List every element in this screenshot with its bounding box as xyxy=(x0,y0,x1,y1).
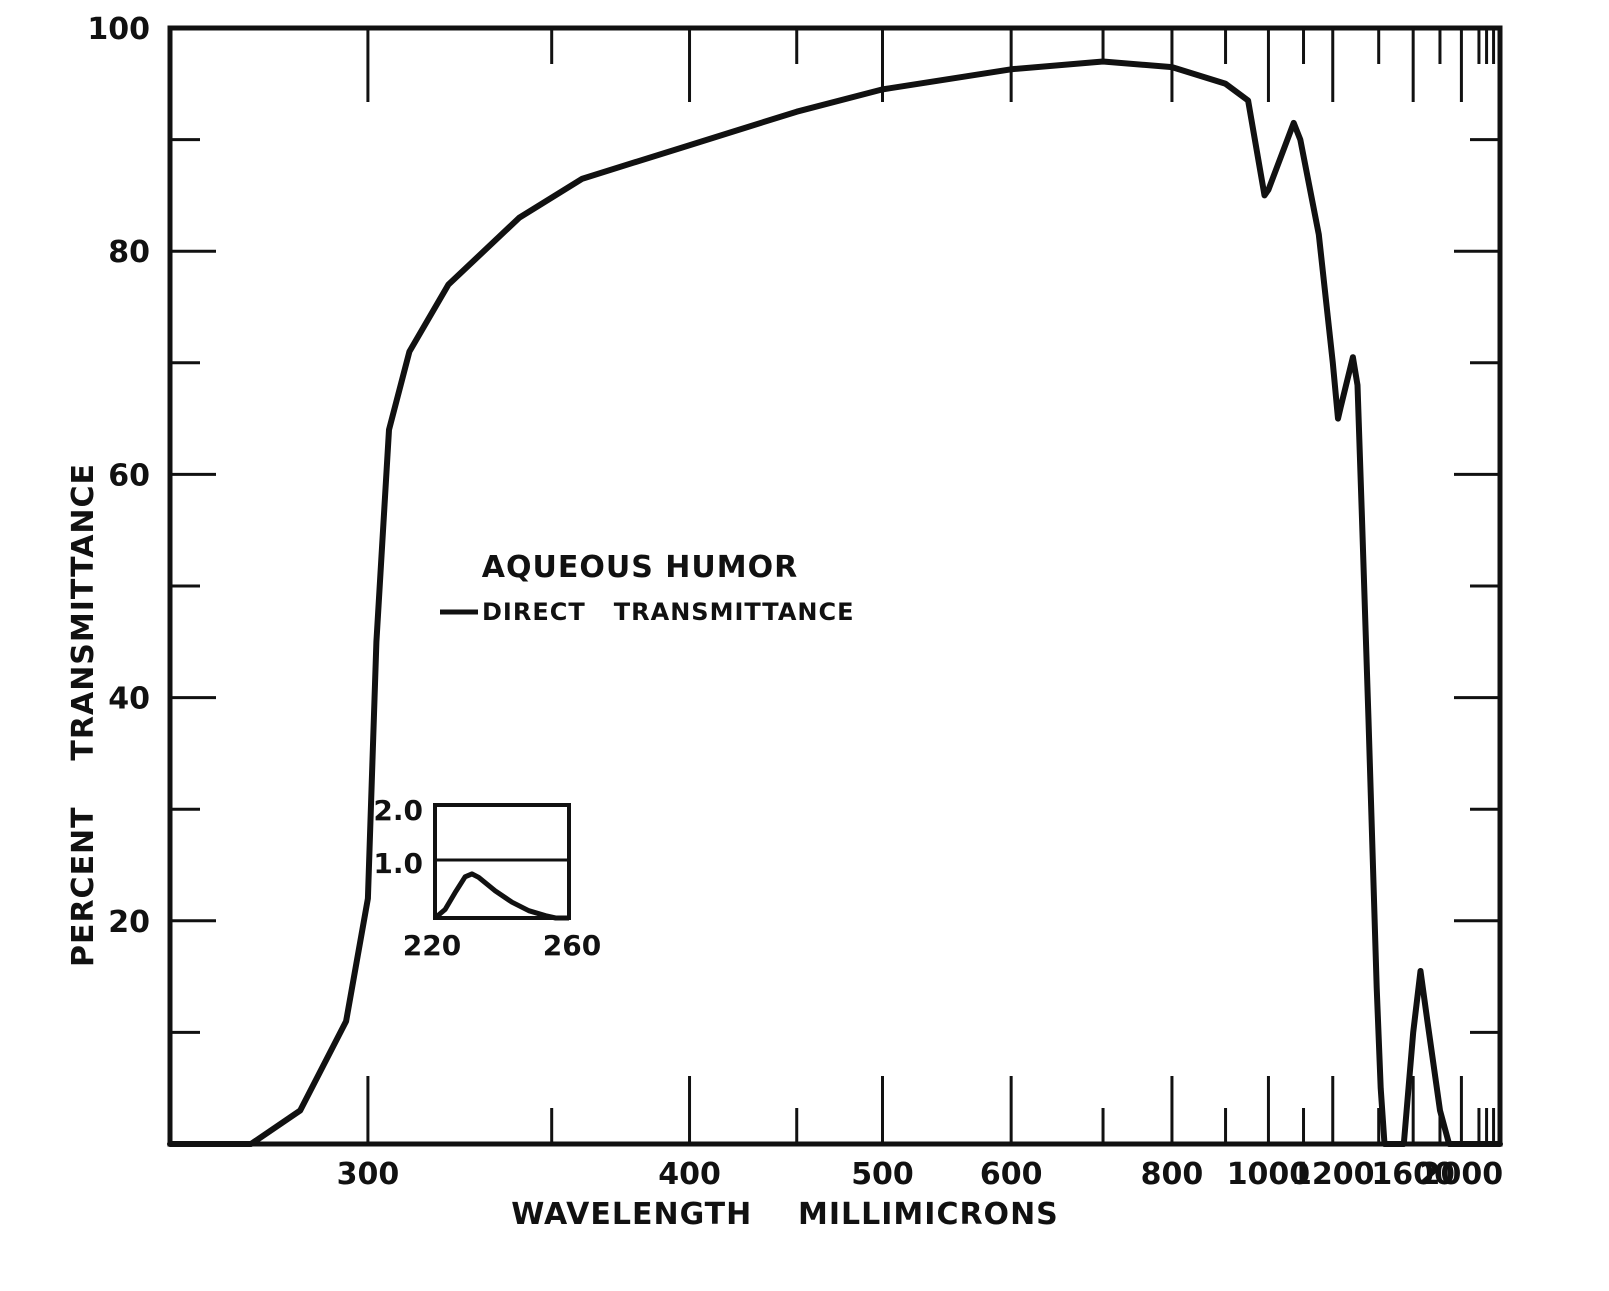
inset-series-line xyxy=(433,871,569,921)
inset-y-tick-2: 2.0 xyxy=(373,794,423,827)
x-tick-label-1600: 1600 xyxy=(1371,1157,1455,1192)
x-tick-label-400: 400 xyxy=(658,1157,721,1192)
y-axis-title: PERCENT TRANSMITTANCE xyxy=(66,463,101,967)
y-tick-label-100: 100 xyxy=(87,12,150,47)
x-tick-label-500: 500 xyxy=(851,1157,914,1192)
tick-marks xyxy=(170,28,1500,1144)
x-tick-label-800: 800 xyxy=(1141,1157,1204,1192)
plot-frame xyxy=(167,25,1503,1147)
x-tick-label-1200: 1200 xyxy=(1291,1157,1375,1192)
inset-y-tick-1: 1.0 xyxy=(373,847,423,880)
x-tick-label-600: 600 xyxy=(980,1157,1043,1192)
inset-chart: 2.0 1.0 220 260 xyxy=(373,794,601,962)
x-axis-title: WAVELENGTH MILLIMICRONS xyxy=(511,1197,1059,1232)
legend-title: AQUEOUS HUMOR xyxy=(482,550,798,585)
y-tick-label-60: 60 xyxy=(108,458,150,493)
y-tick-label-20: 20 xyxy=(108,905,150,940)
x-tick-label-300: 300 xyxy=(337,1157,400,1192)
y-tick-labels: 20 40 60 80 100 xyxy=(87,12,150,940)
y-tick-label-40: 40 xyxy=(108,682,150,717)
inset-x-tick-260: 260 xyxy=(543,929,601,962)
series-line-direct-transmittance xyxy=(167,58,1503,1147)
y-tick-label-80: 80 xyxy=(108,235,150,270)
legend-entry-direct-transmittance: DIRECT TRANSMITTANCE xyxy=(482,598,854,626)
x-tick-label-1000: 1000 xyxy=(1227,1157,1311,1192)
x-tick-label-2000: 2000 xyxy=(1420,1157,1504,1192)
inset-x-tick-220: 220 xyxy=(403,929,461,962)
